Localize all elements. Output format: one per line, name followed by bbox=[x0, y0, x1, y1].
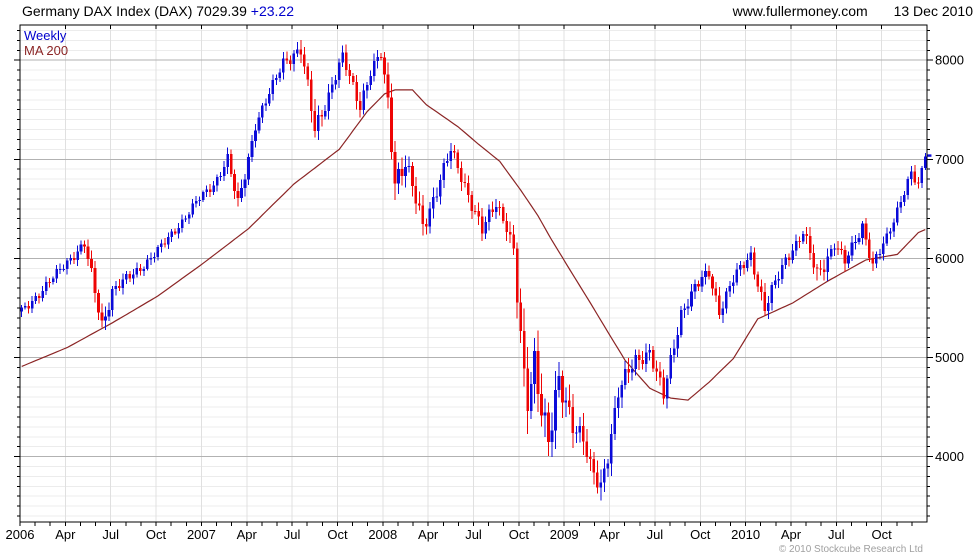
x-axis-label: Jul bbox=[647, 527, 664, 542]
chart-legend: Weekly MA 200 bbox=[24, 28, 68, 58]
x-axis-label: Oct bbox=[146, 527, 167, 542]
x-axis-label: 2007 bbox=[187, 527, 216, 542]
x-axis-label: 2010 bbox=[731, 527, 760, 542]
x-axis-label: Oct bbox=[872, 527, 893, 542]
x-axis-label: Apr bbox=[418, 527, 439, 542]
x-axis-label: Apr bbox=[781, 527, 802, 542]
y-axis-label: 7000 bbox=[935, 152, 964, 167]
fullermoney-link[interactable]: www.fullermoney.com bbox=[732, 3, 868, 19]
x-axis-label: Oct bbox=[327, 527, 348, 542]
x-axis-label: Jul bbox=[102, 527, 119, 542]
x-axis-label: Apr bbox=[55, 527, 76, 542]
x-axis-label: Jul bbox=[465, 527, 482, 542]
header-right: www.fullermoney.com 13 Dec 2010 bbox=[733, 3, 973, 19]
x-axis-label: Jul bbox=[284, 527, 301, 542]
axis-labels: 4000 5000 6000 7000 8000 2006 Apr Jul Oct 2007 Apr… bbox=[6, 53, 964, 542]
y-axis-label: 5000 bbox=[935, 350, 964, 365]
legend-weekly-label: Weekly bbox=[24, 28, 67, 43]
chart-title-bar: Germany DAX Index (DAX) 7029.39 +23.22 bbox=[22, 3, 294, 19]
grid-vertical bbox=[64, 25, 883, 522]
candles bbox=[20, 40, 927, 501]
x-axis-label: 2008 bbox=[368, 527, 397, 542]
ma200-line bbox=[21, 89, 926, 401]
y-axis-label: 4000 bbox=[935, 449, 964, 464]
x-axis-label: Oct bbox=[509, 527, 530, 542]
x-axis-label: Oct bbox=[690, 527, 711, 542]
y-axis-label: 8000 bbox=[935, 53, 964, 68]
x-axis-label: 2006 bbox=[6, 527, 35, 542]
y-axis-label: 6000 bbox=[935, 251, 964, 266]
chart-title: Germany DAX Index (DAX) 7029.39 bbox=[22, 3, 247, 19]
copyright-label: © 2010 Stockcube Research Ltd bbox=[778, 544, 923, 555]
last-price-marker bbox=[927, 154, 932, 157]
legend-ma200-label: MA 200 bbox=[24, 43, 69, 58]
chart-change: +23.22 bbox=[250, 3, 294, 19]
x-axis-label: 2009 bbox=[550, 527, 579, 542]
axis-frame bbox=[14, 24, 933, 526]
grid-major bbox=[20, 59, 927, 458]
x-axis-label: Apr bbox=[599, 527, 620, 542]
date-label: 13 Dec 2010 bbox=[893, 3, 973, 19]
x-axis-label: Apr bbox=[237, 527, 258, 542]
x-axis-label: Jul bbox=[828, 527, 845, 542]
